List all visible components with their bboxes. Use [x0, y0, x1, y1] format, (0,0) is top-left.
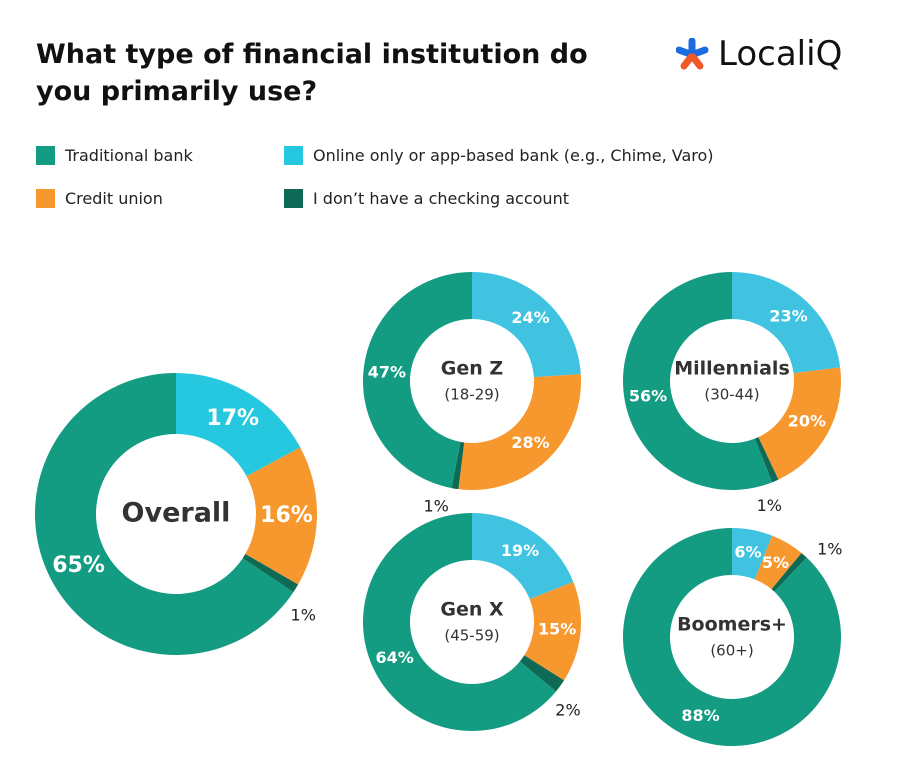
- value-label: 65%: [52, 553, 105, 578]
- value-label: 28%: [511, 433, 549, 452]
- donut-segment: [363, 513, 556, 731]
- donut-segment: [754, 535, 802, 590]
- legend-item: Online only or app-based bank (e.g., Chi…: [284, 146, 714, 165]
- value-label: 15%: [538, 620, 576, 639]
- legend-item: Credit union: [36, 189, 163, 208]
- chart-subtitle: (30-44): [704, 386, 759, 404]
- legend-swatch: [284, 146, 303, 165]
- value-label: 1%: [423, 497, 448, 516]
- value-label: 88%: [681, 706, 719, 725]
- value-label: 17%: [206, 406, 259, 431]
- chart-subtitle: (18-29): [444, 386, 499, 404]
- logo: LocaliQ: [718, 34, 843, 74]
- legend-label: Online only or app-based bank (e.g., Chi…: [313, 146, 714, 165]
- chart-title: Gen Z: [441, 358, 503, 380]
- value-label: 20%: [788, 412, 826, 431]
- legend-swatch: [36, 189, 55, 208]
- donut-segment: [754, 437, 779, 483]
- value-label: 47%: [368, 362, 406, 381]
- donut-segment: [524, 581, 581, 681]
- legend-swatch: [284, 189, 303, 208]
- value-label: 5%: [762, 553, 789, 572]
- donut-segment: [34, 373, 294, 656]
- donut-segment: [458, 374, 581, 490]
- donut-segment: [771, 553, 807, 592]
- legend-item: I don’t have a checking account: [284, 189, 569, 208]
- legend-label: Traditional bank: [65, 146, 193, 165]
- donut-segment: [622, 272, 773, 491]
- value-label: 1%: [757, 496, 782, 515]
- donut-segment: [363, 272, 472, 489]
- donut-segment: [732, 528, 773, 580]
- value-label: 23%: [769, 306, 807, 325]
- value-label: 6%: [734, 543, 761, 562]
- chart-title: Millennials: [674, 358, 790, 380]
- legend-label: I don’t have a checking account: [313, 189, 569, 208]
- legend-item: Traditional bank: [36, 146, 193, 165]
- donut-segment: [732, 272, 841, 374]
- chart-subtitle: (60+): [710, 642, 753, 660]
- chart-title: Boomers+: [677, 614, 787, 636]
- chart-subtitle: (45-59): [444, 627, 499, 645]
- legend-label: Credit union: [65, 189, 163, 208]
- donut-segment: [758, 367, 841, 480]
- donut-segment: [519, 655, 565, 692]
- value-label: 56%: [629, 387, 667, 406]
- donut-segment: [245, 447, 317, 585]
- value-label: 16%: [260, 503, 313, 528]
- value-label: 64%: [375, 648, 413, 667]
- chart-title: Overall: [122, 498, 231, 529]
- donut-segment: [623, 528, 841, 746]
- title: What type of financial institution do yo…: [36, 39, 588, 107]
- value-label: 24%: [511, 308, 549, 327]
- chart-title: Gen X: [440, 599, 504, 621]
- value-label: 2%: [555, 701, 580, 720]
- donut-segment: [472, 272, 581, 378]
- value-label: 19%: [501, 541, 539, 560]
- donut-segment: [176, 373, 301, 477]
- value-label: 1%: [291, 605, 316, 624]
- donut-segment: [451, 441, 465, 490]
- value-label: 1%: [817, 539, 842, 558]
- donut-segment: [242, 554, 299, 593]
- logo-icon: [676, 38, 709, 70]
- legend-swatch: [36, 146, 55, 165]
- donut-segment: [472, 513, 574, 600]
